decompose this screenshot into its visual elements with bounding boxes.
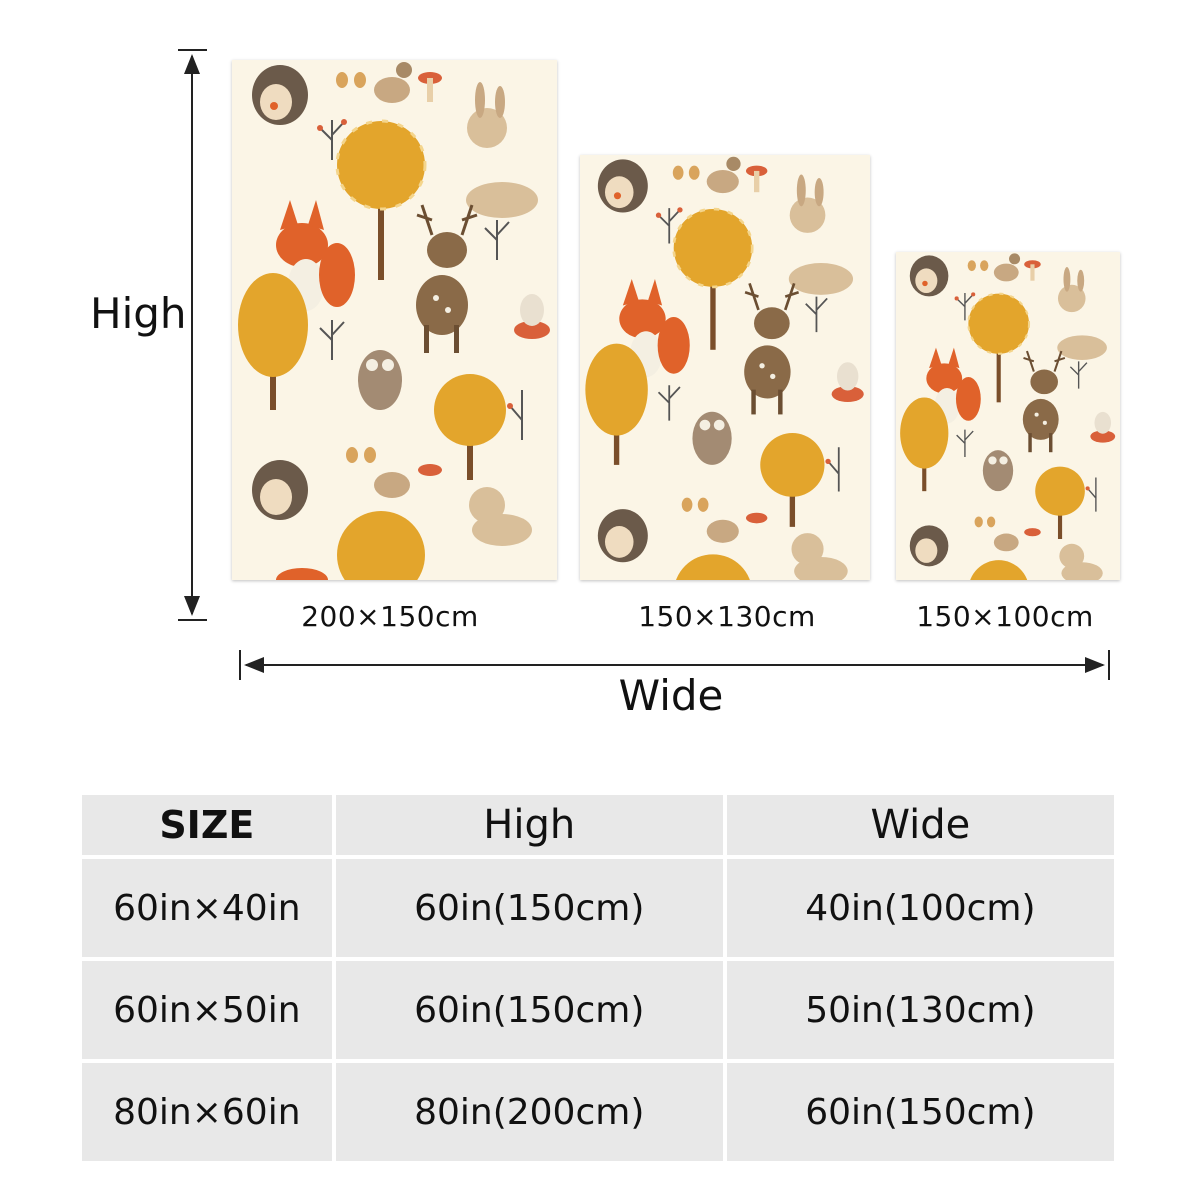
wide-cell: 60in(150cm): [726, 1063, 1114, 1161]
table-header-high: High: [335, 795, 723, 855]
table-row: 60in×50in 60in(150cm) 50in(130cm): [82, 961, 1114, 1059]
table-header-size: SIZE: [82, 795, 332, 855]
wide-cell: 40in(100cm): [726, 859, 1114, 957]
blanket-medium: [580, 155, 870, 580]
high-cell: 60in(150cm): [335, 961, 723, 1059]
size-caption-small: 150×100cm: [916, 600, 1094, 633]
height-label: High: [90, 289, 187, 338]
blanket-large: [232, 60, 557, 580]
table-row: 60in×40in 60in(150cm) 40in(100cm): [82, 859, 1114, 957]
size-cell: 80in×60in: [82, 1063, 332, 1161]
width-arrow: [239, 650, 1110, 680]
high-cell: 80in(200cm): [335, 1063, 723, 1161]
table-header-wide: Wide: [726, 795, 1114, 855]
wide-cell: 50in(130cm): [726, 961, 1114, 1059]
width-label: Wide: [618, 671, 724, 720]
size-caption-large: 200×150cm: [301, 600, 479, 633]
high-cell: 60in(150cm): [335, 859, 723, 957]
size-caption-medium: 150×130cm: [638, 600, 816, 633]
size-cell: 60in×40in: [82, 859, 332, 957]
size-table: SIZE High Wide 60in×40in 60in(150cm) 40i…: [78, 791, 1118, 1165]
blanket-small: [896, 252, 1120, 580]
table-header-row: SIZE High Wide: [82, 795, 1114, 855]
size-cell: 60in×50in: [82, 961, 332, 1059]
height-arrow: [178, 49, 207, 621]
table-row: 80in×60in 80in(200cm) 60in(150cm): [82, 1063, 1114, 1161]
